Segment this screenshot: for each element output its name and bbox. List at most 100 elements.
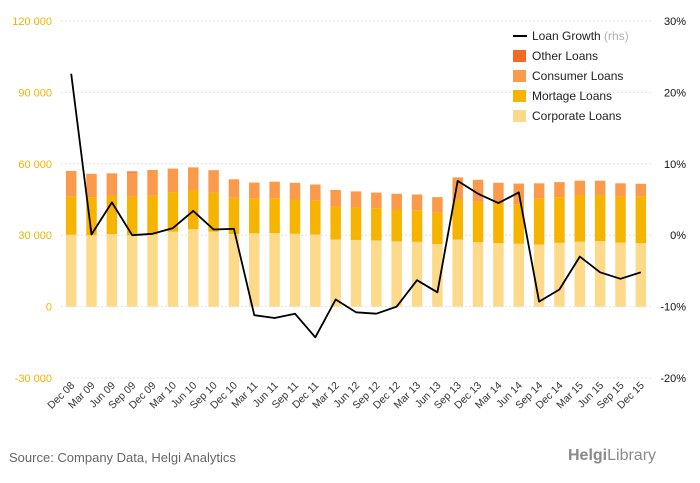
- bar-segment-corporate-loans: [106, 234, 118, 307]
- bar-segment-corporate-loans: [249, 233, 260, 307]
- bar-segment-other-loans: [126, 171, 138, 173]
- bar-segment-consumer-loans: [310, 184, 321, 201]
- bar-segment-corporate-loans: [65, 234, 77, 307]
- bar-segment-corporate-loans: [371, 240, 382, 307]
- bar-segment-mortage-loans: [594, 194, 606, 242]
- bar-segment-corporate-loans: [513, 243, 525, 307]
- bar-segment-consumer-loans: [452, 177, 463, 200]
- bar-segment-corporate-loans: [635, 243, 647, 307]
- loan-growth-line: [70, 73, 642, 339]
- bar-segment-consumer-loans: [371, 192, 382, 209]
- bar-segment-mortage-loans: [472, 201, 484, 243]
- bar-segment-corporate-loans: [472, 242, 484, 307]
- bar-segment-consumer-loans: [289, 182, 301, 200]
- bar-segment-corporate-loans: [350, 239, 362, 307]
- brand-logo: HelgiLibrary: [568, 447, 656, 465]
- bar-segment-mortage-loans: [554, 197, 565, 243]
- brand-logo-bold: Helgi: [568, 447, 608, 464]
- bar-segment-mortage-loans: [187, 189, 199, 230]
- legend-label: Consumer Loans: [532, 69, 623, 83]
- right-tick-label: -10%: [660, 302, 686, 314]
- left-tick-label: 120 000: [12, 16, 52, 28]
- bar-segment-corporate-loans: [594, 241, 606, 307]
- bar-segment-mortage-loans: [208, 192, 219, 232]
- left-tick-label: 90 000: [18, 87, 52, 99]
- bar-segment-corporate-loans: [533, 244, 545, 307]
- bar-segment-consumer-loans: [65, 170, 77, 197]
- legend-swatch: [513, 90, 526, 102]
- bar-segment-mortage-loans: [330, 206, 341, 240]
- bar-segment-mortage-loans: [513, 204, 525, 244]
- bar-segment-corporate-loans: [147, 234, 158, 307]
- bar-segment-corporate-loans: [615, 242, 626, 307]
- bar-segment-mortage-loans: [228, 197, 240, 235]
- left-tick-label: 30 000: [18, 230, 52, 242]
- bar-segment-mortage-loans: [106, 195, 118, 235]
- bar-segment-mortage-loans: [493, 203, 504, 244]
- right-axis-ticks: -20% -10% 0% 10% 20% 30%: [660, 16, 686, 385]
- bar-segment-consumer-loans: [249, 182, 260, 199]
- legend-label: Loan Growth (rhs): [532, 29, 629, 43]
- bar-segment-corporate-loans: [228, 234, 240, 307]
- brand-logo-light: Library: [607, 447, 657, 464]
- bar-segment-consumer-loans: [411, 194, 423, 211]
- bar-segment-consumer-loans: [635, 183, 647, 197]
- bar-segment-mortage-loans: [411, 210, 423, 242]
- legend-swatch: [513, 110, 526, 122]
- bar-segment-corporate-loans: [86, 235, 97, 307]
- bar-segment-mortage-loans: [391, 209, 402, 242]
- bar-segment-mortage-loans: [269, 198, 280, 234]
- right-tick-label: 20%: [664, 87, 686, 99]
- bar-segment-corporate-loans: [167, 231, 179, 307]
- bar-segment-consumer-loans: [208, 170, 219, 193]
- bar-segment-corporate-loans: [493, 243, 504, 307]
- legend-label: Mortage Loans: [532, 89, 612, 103]
- right-tick-label: 0%: [670, 230, 686, 242]
- bar-segment-mortage-loans: [86, 197, 97, 236]
- bar-segment-consumer-loans: [533, 183, 545, 199]
- bar-segment-mortage-loans: [350, 207, 362, 240]
- bar-segment-corporate-loans: [289, 233, 301, 307]
- legend-swatch: [513, 50, 526, 62]
- bar-segment-corporate-loans: [269, 233, 280, 307]
- left-tick-label: 0: [46, 302, 52, 314]
- bar-segment-mortage-loans: [289, 199, 301, 234]
- left-axis-ticks: -30 000 0 30 000 60 000 90 000 120 000: [12, 16, 52, 385]
- bar-segment-corporate-loans: [411, 241, 423, 307]
- bar-segment-consumer-loans: [330, 189, 341, 207]
- bar-segment-consumer-loans: [269, 181, 280, 199]
- bar-segment-consumer-loans: [391, 193, 402, 210]
- bar-segment-consumer-loans: [187, 167, 199, 190]
- bar-segment-consumer-loans: [493, 182, 504, 204]
- bar-segment-mortage-loans: [167, 192, 179, 232]
- bar-segment-consumer-loans: [167, 168, 179, 193]
- legend-swatch: [513, 70, 526, 82]
- bar-segment-mortage-loans: [574, 194, 586, 242]
- bar-segment-consumer-loans: [228, 179, 240, 198]
- bar-segment-mortage-loans: [452, 199, 463, 240]
- bar-segment-corporate-loans: [554, 242, 565, 307]
- bar-segment-mortage-loans: [432, 212, 443, 245]
- bar-segment-mortage-loans: [635, 196, 647, 244]
- bar-segment-consumer-loans: [615, 183, 626, 197]
- bar-segment-corporate-loans: [574, 241, 586, 307]
- legend-label: Corporate Loans: [532, 109, 621, 123]
- bar-segment-corporate-loans: [330, 239, 341, 307]
- bar-segment-corporate-loans: [208, 231, 219, 307]
- bar-segment-mortage-loans: [126, 196, 138, 235]
- legend-label: Other Loans: [532, 49, 598, 63]
- bar-segment-mortage-loans: [249, 198, 260, 234]
- bar-segment-mortage-loans: [310, 200, 321, 235]
- bar-segment-corporate-loans: [432, 244, 443, 307]
- bar-segment-corporate-loans: [452, 239, 463, 307]
- bar-segment-mortage-loans: [615, 196, 626, 243]
- bar-segment-consumer-loans: [574, 180, 586, 195]
- bar-segment-corporate-loans: [310, 234, 321, 307]
- right-tick-label: 30%: [664, 16, 686, 28]
- right-tick-label: -20%: [660, 373, 686, 385]
- bar-segment-mortage-loans: [371, 208, 382, 241]
- bar-segment-corporate-loans: [391, 241, 402, 307]
- bar-segment-consumer-loans: [126, 172, 138, 197]
- bar-segment-corporate-loans: [126, 234, 138, 307]
